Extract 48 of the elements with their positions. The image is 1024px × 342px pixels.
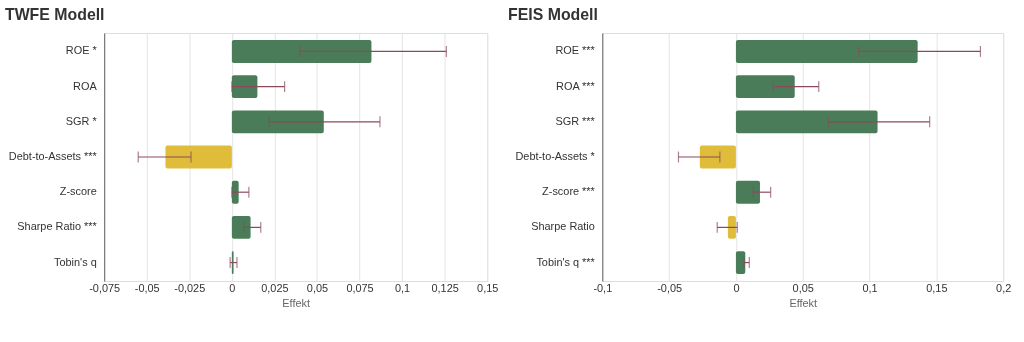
x-axis-title: Effekt	[282, 297, 311, 310]
x-tick-label: 0,15	[926, 282, 948, 295]
x-tick-label: 0	[229, 282, 236, 295]
y-tick-label: Z-score ***	[542, 185, 596, 198]
x-tick-label: 0,1	[394, 282, 411, 295]
chart-title: TWFE Modell	[4, 6, 105, 24]
x-tick-label: -0,05	[657, 282, 683, 295]
y-tick-label: SGR *	[65, 114, 98, 127]
bar	[231, 40, 372, 63]
bar	[735, 110, 878, 134]
x-tick-label: 0,05	[306, 282, 329, 295]
y-tick-label: Sharpe Ratio ***	[17, 220, 98, 233]
x-tick-label: 0	[733, 282, 740, 295]
x-tick-label: -0,075	[89, 282, 121, 295]
chart-title: FEIS Modell	[508, 6, 598, 24]
y-tick-label: ROE ***	[555, 44, 596, 57]
bar	[231, 215, 251, 239]
x-tick-label: 0,075	[346, 282, 374, 295]
bar	[231, 75, 258, 99]
bar	[165, 145, 232, 169]
x-tick-label: 0,125	[431, 282, 459, 295]
x-axis-title: Effekt	[789, 297, 818, 310]
x-tick-label: 0,025	[261, 282, 289, 295]
x-tick-label: -0,05	[134, 282, 160, 295]
x-tick-label: 0,05	[792, 282, 814, 295]
y-tick-label: Tobin's q	[54, 255, 97, 268]
x-tick-label: -0,1	[593, 282, 613, 295]
y-tick-label: ROA ***	[556, 79, 596, 92]
y-tick-label: Z-score	[59, 185, 97, 198]
y-tick-label: Debt-to-Assets *	[515, 149, 596, 162]
bar	[231, 180, 239, 204]
y-tick-label: Debt-to-Assets ***	[8, 149, 98, 162]
bar	[231, 110, 324, 134]
y-tick-label: Sharpe Ratio	[531, 220, 595, 233]
x-tick-label: 0,15	[477, 282, 499, 295]
bar	[735, 75, 795, 99]
y-tick-label: SGR ***	[555, 114, 596, 127]
bar	[735, 180, 760, 204]
y-tick-label: ROE *	[65, 44, 98, 57]
bar	[699, 145, 736, 169]
x-tick-label: 0,1	[862, 282, 878, 295]
y-tick-label: Tobin's q ***	[536, 255, 596, 268]
bar	[727, 215, 736, 239]
bar	[735, 251, 746, 274]
x-tick-label: -0,025	[174, 282, 206, 295]
bar	[735, 40, 918, 63]
y-tick-label: ROA	[73, 79, 98, 92]
x-tick-label: 0,2	[996, 282, 1012, 295]
